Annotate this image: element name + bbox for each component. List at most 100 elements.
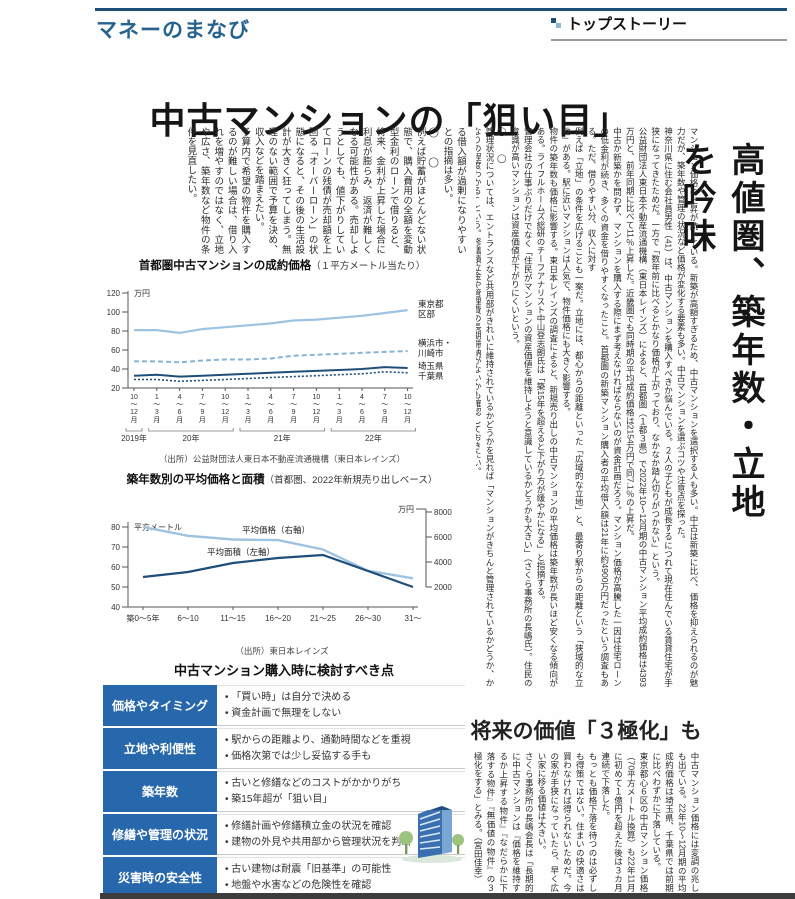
- svg-text:31〜: 31〜: [405, 614, 422, 623]
- checklist-row: 価格やタイミング • 「買い時」は自分で決める • 資金計画で無理をしない: [103, 685, 465, 726]
- paragraph: 物件の築年数も価格に影響する。東日本レインズの調査によると、新規売り出しの中古マ…: [536, 127, 559, 687]
- checklist-row-label: 災害時の安全性: [103, 857, 217, 898]
- chart-contract-prices: 首都圏中古マンションの成約価格（１平方メートル当たり） 20 40 60 80 100 1…: [98, 257, 466, 465]
- paragraph: 神奈川県に住む会社員男性（41）は、中古マンションを購入すべきか悩んでいる。２人…: [650, 127, 674, 687]
- checklist-row-points: • 駅からの距離より、通勤時間などを重視 • 価格次第では少し妥協する手も: [217, 728, 465, 769]
- svg-text:横浜市・: 横浜市・: [418, 338, 452, 348]
- checklist-row: 立地や利便性 • 駅からの距離より、通勤時間などを重視 • 価格次第では少し妥協する…: [103, 728, 465, 769]
- purchase-checklist: 中古マンション購入時に検討すべき点 価格やタイミング • 「買い時」は自分で決める…: [103, 660, 465, 899]
- checklist-row-points: • 修繕計画や修繕積立金の状況を確認 • 建物の外見や共用部から管理状況を判断: [217, 814, 465, 855]
- svg-text:〜: 〜: [131, 402, 138, 409]
- paragraph: もっとも価格下落を待つのは必ずしも得策ではない。住まいの快適さは買わなければ得ら…: [537, 752, 598, 892]
- svg-text:6: 6: [360, 409, 364, 416]
- svg-text:〜: 〜: [199, 402, 206, 409]
- svg-text:26〜30: 26〜30: [355, 614, 381, 623]
- svg-text:50: 50: [111, 583, 120, 592]
- paragraph: 中古か新築かを問わず、マンションを購入する際にまず考えなければならないのが資金計…: [587, 127, 623, 687]
- svg-text:〜: 〜: [290, 402, 297, 409]
- svg-text:60: 60: [111, 563, 120, 572]
- chart1-title: 首都圏中古マンションの成約価格（１平方メートル当たり）: [138, 260, 426, 272]
- paragraph: 公益財団法人東日本不動産流通機構（東日本レインズ）によると、首都圏（１都３県）で…: [625, 127, 648, 687]
- svg-text:〜: 〜: [176, 402, 183, 409]
- paragraph: 東京都心６区の中古マンション価格（70平方メートル換算）も22年11月に初めて１…: [600, 752, 649, 892]
- svg-text:8000: 8000: [434, 508, 452, 517]
- svg-text:80: 80: [111, 327, 120, 336]
- checklist-rows: 価格やタイミング • 「買い時」は自分で決める • 資金計画で無理をしない 立地や利便…: [103, 685, 465, 898]
- svg-text:月: 月: [404, 416, 411, 424]
- svg-text:東京都: 東京都: [418, 299, 444, 309]
- svg-text:16〜20: 16〜20: [265, 614, 291, 623]
- svg-text:12: 12: [313, 409, 321, 416]
- building-illustration-icon: [399, 806, 464, 863]
- svg-text:月: 月: [336, 416, 343, 424]
- top-story-label: トップストーリー: [567, 16, 688, 33]
- svg-text:21年: 21年: [274, 433, 291, 443]
- svg-text:9: 9: [292, 409, 296, 416]
- svg-text:10: 10: [130, 394, 138, 401]
- svg-text:6000: 6000: [434, 533, 452, 542]
- svg-text:7: 7: [383, 394, 387, 401]
- svg-text:月: 月: [245, 416, 252, 424]
- checklist-row-points: • 「買い時」は自分で決める • 資金計画で無理をしない: [217, 685, 465, 726]
- svg-text:6: 6: [178, 409, 182, 416]
- svg-text:3: 3: [337, 409, 341, 416]
- main-headline: 中古マンションの「狙い目」: [149, 101, 631, 142]
- checklist-row-points: • 古いと修繕などのコストがかかりがち • 築15年超が「狙い目」: [217, 771, 465, 812]
- svg-text:築0〜5年: 築0〜5年: [127, 613, 160, 623]
- svg-text:月: 月: [176, 416, 183, 424]
- svg-text:9: 9: [200, 409, 204, 416]
- paragraph: ◯ ◯: [497, 127, 508, 164]
- svg-text:20年: 20年: [183, 433, 200, 443]
- svg-text:区部: 区部: [418, 309, 436, 319]
- svg-text:11〜15: 11〜15: [220, 614, 246, 623]
- svg-text:月: 月: [153, 416, 160, 424]
- chart2-source: （出所）東日本レインズ: [235, 646, 329, 656]
- checklist-row-label: 価格やタイミング: [103, 685, 217, 726]
- top-story-tab: トップストーリー: [551, 13, 787, 41]
- article-text-block-bottom: 中古マンション価格には変調の兆しも出ている。22年10〜12月期の平均成約価格は…: [463, 752, 701, 892]
- svg-text:6〜10: 6〜10: [177, 614, 199, 623]
- svg-text:4000: 4000: [434, 558, 452, 567]
- svg-text:12: 12: [130, 409, 138, 416]
- svg-text:月: 月: [313, 416, 320, 424]
- svg-text:3: 3: [155, 409, 159, 416]
- paragraph: 管理会社の仕事ぶりだけでなく「住民がマンションの資産価値を維持しようと意識してい…: [510, 127, 534, 687]
- svg-text:22年: 22年: [365, 433, 382, 443]
- chart2-title: 築年数別の平均価格と面積（首都圏、2022年新規売り出しベース）: [126, 474, 438, 486]
- svg-text:40: 40: [111, 365, 120, 374]
- svg-text:平方メートル: 平方メートル: [134, 522, 182, 532]
- svg-text:〜: 〜: [245, 402, 252, 409]
- svg-text:埼玉県: 埼玉県: [418, 361, 444, 371]
- svg-text:〜: 〜: [381, 402, 388, 409]
- svg-text:6: 6: [269, 409, 273, 416]
- paragraph: 管理状況については、エントランスなど共用部がきれいに維持されているかどうかを見れ…: [476, 127, 495, 687]
- svg-text:2019年: 2019年: [121, 433, 147, 443]
- svg-text:万円: 万円: [134, 289, 150, 298]
- checklist-row: 築年数 • 古いと修繕などのコストがかかりがち • 築15年超が「狙い目」: [103, 771, 465, 812]
- svg-text:〜: 〜: [267, 402, 274, 409]
- svg-text:80: 80: [111, 523, 120, 532]
- svg-text:10: 10: [221, 394, 229, 401]
- svg-text:10: 10: [404, 394, 412, 401]
- section-label: マネーのまなび: [96, 19, 250, 42]
- article-text-block-right: マンション価格の上昇が続いている。新築が高額すぎるため、中古マンションを選択する…: [476, 127, 700, 687]
- checklist-title: 中古マンション購入時に検討すべき点: [173, 663, 395, 678]
- svg-text:平均面積（左軸）: 平均面積（左軸）: [207, 547, 275, 557]
- svg-text:4: 4: [360, 394, 364, 401]
- svg-text:月: 月: [131, 416, 138, 424]
- svg-text:2000: 2000: [434, 583, 452, 592]
- svg-text:1: 1: [337, 394, 341, 401]
- paragraph: ◯ ◯: [428, 127, 440, 168]
- svg-text:7: 7: [292, 394, 296, 401]
- svg-text:1: 1: [155, 394, 159, 401]
- chart-price-area-by-age: 築年数別の平均価格と面積（首都圏、2022年新規売り出しベース） 40 50 60 7…: [98, 471, 466, 657]
- svg-text:20: 20: [111, 384, 120, 393]
- checklist-row: 修繕や管理の状況 • 修繕計画や修繕積立金の状況を確認 • 建物の外見や共用部から管…: [103, 814, 465, 855]
- paragraph: 例えば貯蓄がほとんどない状態で、購入費用の全額を変動型金利のローンで借りると、将…: [252, 127, 426, 254]
- article-text-block-top: る借入額が過剰になりやすいとの指摘は多い。 ◯ ◯ 例えば貯蓄がほとんどない状態で、…: [95, 127, 467, 254]
- page-bottom-rule: [100, 893, 795, 899]
- checklist-row-label: 修繕や管理の状況: [103, 814, 217, 855]
- svg-text:4: 4: [269, 394, 273, 401]
- checklist-row-label: 築年数: [103, 771, 217, 812]
